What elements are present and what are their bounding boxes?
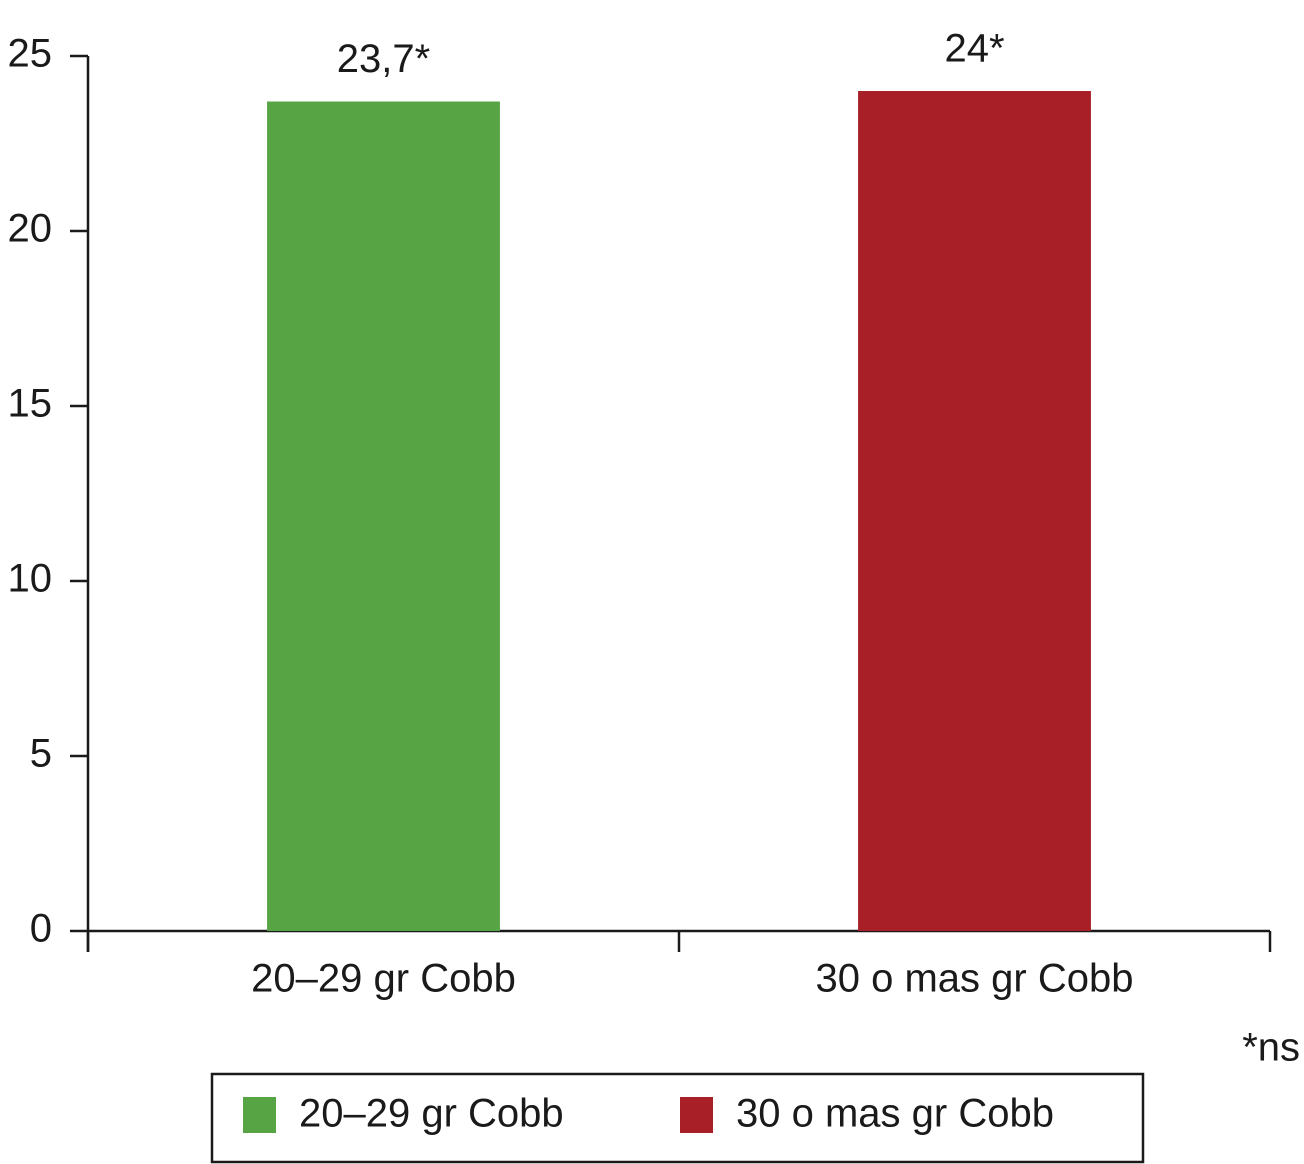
y-tick-label: 15 xyxy=(8,382,53,426)
y-tick-label: 20 xyxy=(8,207,53,251)
x-tick-label: 20–29 gr Cobb xyxy=(251,957,516,1001)
x-tick-label: 30 o mas gr Cobb xyxy=(816,957,1134,1001)
y-tick-label: 25 xyxy=(8,32,53,76)
y-tick-label: 10 xyxy=(8,557,53,601)
legend-box xyxy=(210,1072,1145,1164)
footnote: *ns xyxy=(1242,1026,1300,1070)
value-label: 23,7* xyxy=(337,37,430,81)
legend-label: 20–29 gr Cobb xyxy=(299,1092,564,1136)
legend-label: 30 o mas gr Cobb xyxy=(736,1092,1054,1136)
legend-swatch xyxy=(243,1097,276,1133)
y-tick-label: 5 xyxy=(30,732,52,776)
bar xyxy=(267,101,500,931)
bar xyxy=(858,91,1091,931)
value-label: 24* xyxy=(944,27,1004,71)
y-tick-label: 0 xyxy=(30,907,52,951)
legend-swatch xyxy=(680,1097,713,1133)
